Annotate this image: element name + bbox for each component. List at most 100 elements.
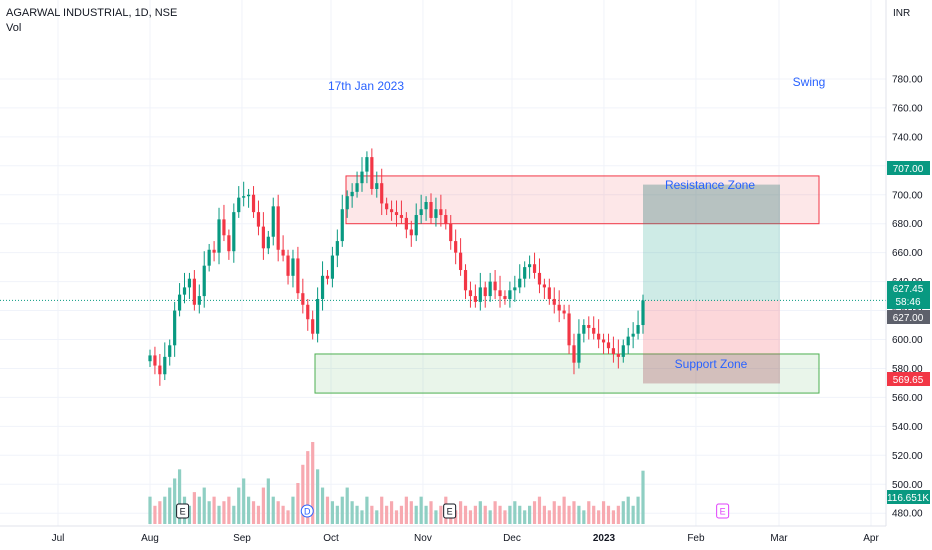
volume-bar bbox=[611, 510, 616, 524]
candle-body bbox=[601, 339, 606, 343]
earnings-marker[interactable] bbox=[443, 503, 457, 519]
volume-bar bbox=[626, 496, 630, 524]
candle-body bbox=[528, 264, 532, 268]
y-tick-label: 680.00 bbox=[892, 219, 923, 230]
candle-body bbox=[360, 171, 364, 184]
candle-body bbox=[621, 345, 625, 357]
candle-body bbox=[370, 157, 374, 189]
volume-bar bbox=[301, 464, 305, 524]
candle-body bbox=[606, 342, 611, 349]
x-tick-label: Aug bbox=[141, 533, 159, 544]
candle-body bbox=[173, 310, 177, 346]
volume-bar bbox=[404, 496, 408, 524]
volume-bar bbox=[380, 496, 384, 524]
volume-bar bbox=[592, 505, 596, 524]
y-tick-label: 560.00 bbox=[892, 393, 923, 404]
volume-bar bbox=[350, 501, 354, 524]
volume-bar bbox=[409, 501, 413, 524]
candle-body bbox=[350, 191, 354, 197]
volume-bar bbox=[523, 510, 527, 524]
x-tick-label: Nov bbox=[414, 533, 432, 544]
x-tick-label: Dec bbox=[503, 533, 521, 544]
candle-body bbox=[163, 356, 167, 375]
y-tick-label: 600.00 bbox=[892, 335, 923, 346]
candle-body bbox=[375, 183, 379, 189]
earnings-marker[interactable] bbox=[176, 503, 190, 519]
candle-body bbox=[207, 249, 211, 266]
candle-body bbox=[429, 201, 433, 218]
y-tick-label: 500.00 bbox=[892, 480, 923, 491]
support-zone-label[interactable]: Support Zone bbox=[675, 357, 748, 371]
candle-body bbox=[518, 278, 522, 288]
volume-bar bbox=[365, 496, 369, 524]
y-tick-label: 660.00 bbox=[892, 248, 923, 259]
resistance-zone-label[interactable]: Resistance Zone bbox=[665, 178, 755, 192]
price-axis[interactable]: INR 480.00 500.00 520.00 540.00 560.00 580.00… bbox=[885, 0, 923, 526]
position-profit-area[interactable] bbox=[643, 184, 780, 301]
candle-body bbox=[311, 319, 315, 334]
volume-bar bbox=[286, 510, 290, 524]
volume-bar bbox=[493, 501, 497, 524]
event-marker-label: D bbox=[304, 507, 311, 517]
price-tags: 707.00 627.45 58:46 627.00 569.65 116.65… bbox=[887, 161, 930, 504]
candle-body bbox=[587, 325, 591, 328]
volume-bar bbox=[340, 496, 344, 524]
candle-body bbox=[542, 284, 546, 288]
volume-bar bbox=[513, 501, 517, 524]
candle-body bbox=[449, 223, 453, 242]
volume-bar bbox=[587, 501, 591, 524]
candle-body bbox=[222, 219, 226, 236]
volume-bar bbox=[419, 496, 423, 524]
candle-body bbox=[237, 197, 241, 213]
time-axis[interactable]: Jul Aug Sep Oct Nov Dec 2023 Feb Mar Apr bbox=[0, 525, 886, 544]
volume-bar bbox=[468, 510, 473, 524]
dividend-marker[interactable] bbox=[300, 504, 314, 518]
volume-bar bbox=[616, 505, 620, 524]
volume-bar bbox=[458, 501, 463, 524]
swing-annotation[interactable]: Swing bbox=[793, 75, 826, 89]
candle-body bbox=[232, 212, 236, 252]
candle-body bbox=[557, 304, 561, 311]
x-tick-label: Feb bbox=[687, 533, 705, 544]
volume-bar bbox=[212, 496, 216, 524]
candle-body bbox=[513, 287, 517, 291]
candle-body bbox=[577, 333, 581, 363]
y-tick-label: 580.00 bbox=[892, 364, 923, 375]
stop-price-tag: 569.65 bbox=[893, 375, 924, 386]
volume-bar bbox=[256, 505, 261, 524]
volume-bar bbox=[537, 496, 542, 524]
event-marker-label: E bbox=[447, 507, 453, 517]
volume-bar bbox=[641, 470, 645, 524]
volume-bar bbox=[242, 478, 246, 524]
candle-body bbox=[345, 196, 349, 210]
volume-bar bbox=[552, 501, 556, 524]
candle-body bbox=[281, 249, 285, 256]
volume-bar bbox=[320, 487, 325, 524]
volume-bar bbox=[518, 505, 522, 524]
volume-bar bbox=[222, 501, 226, 524]
volume-bar bbox=[237, 487, 241, 524]
candle-body bbox=[631, 333, 635, 337]
position-loss-area[interactable] bbox=[643, 300, 780, 384]
volume-bar bbox=[473, 505, 477, 524]
symbol-title[interactable]: AGARWAL INDUSTRIAL, 1D, NSE bbox=[6, 7, 178, 19]
resistance-zone[interactable] bbox=[345, 175, 820, 225]
volume-bar bbox=[291, 496, 295, 524]
candle-body bbox=[266, 236, 270, 249]
candle-body bbox=[330, 255, 335, 279]
candle-body bbox=[192, 278, 196, 305]
candle-body bbox=[562, 310, 566, 314]
support-zone[interactable] bbox=[314, 353, 820, 394]
entry-price-tag: 627.00 bbox=[893, 313, 924, 324]
candle-body bbox=[414, 215, 418, 236]
volume-bar bbox=[557, 505, 561, 524]
candle-body bbox=[572, 345, 576, 363]
candle-body bbox=[187, 278, 192, 288]
volume-bar bbox=[158, 501, 162, 524]
candle-body bbox=[247, 194, 251, 197]
earnings-marker[interactable] bbox=[716, 503, 730, 519]
date-annotation[interactable]: 17th Jan 2023 bbox=[328, 79, 404, 93]
volume-indicator-label[interactable]: Vol bbox=[6, 22, 22, 34]
